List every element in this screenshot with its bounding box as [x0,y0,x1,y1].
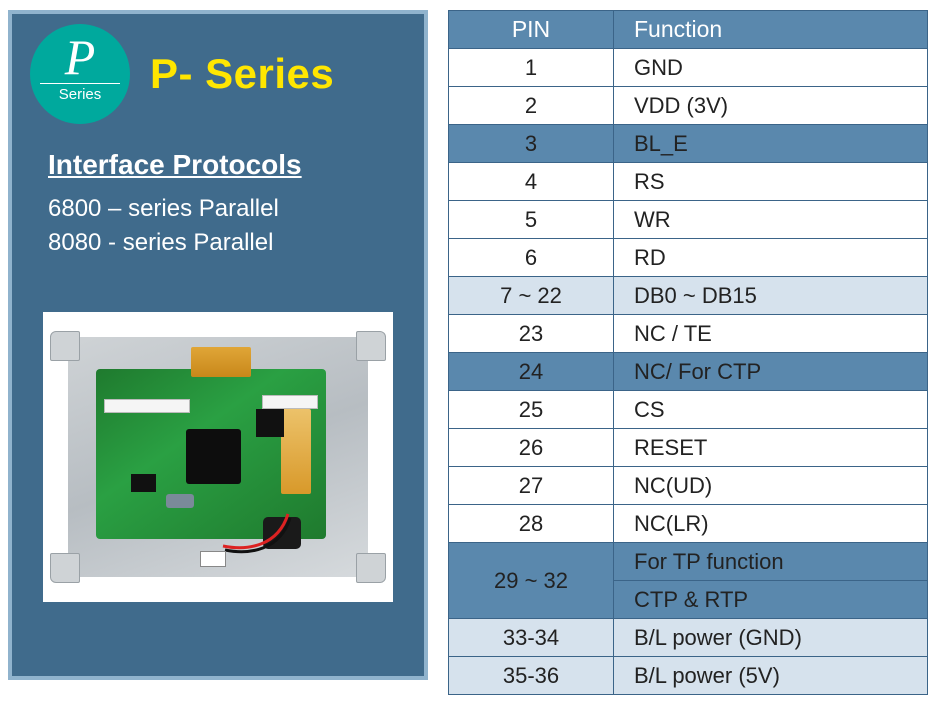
badge-divider [40,83,120,84]
pin-cell: 23 [449,315,614,353]
function-cell: DB0 ~ DB15 [614,277,928,315]
table-row: 7 ~ 22DB0 ~ DB15 [449,277,928,315]
pin-cell: 6 [449,239,614,277]
function-cell: CTP & RTP [614,581,928,619]
table-row: 1GND [449,49,928,87]
series-title: P- Series [150,50,334,98]
table-row: 23NC / TE [449,315,928,353]
table-row: 29 ~ 32For TP function [449,543,928,581]
function-cell: RESET [614,429,928,467]
table-row: 25CS [449,391,928,429]
table-header-pin: PIN [449,11,614,49]
table-row: 2VDD (3V) [449,87,928,125]
function-cell: CS [614,391,928,429]
table-row: 24NC/ For CTP [449,353,928,391]
function-cell: For TP function [614,543,928,581]
function-cell: BL_E [614,125,928,163]
function-cell: NC(LR) [614,505,928,543]
series-badge: P Series [30,24,130,124]
protocol-line: 6800 – series Parallel [48,195,414,223]
function-cell: RS [614,163,928,201]
table-row: 35-36B/L power (5V) [449,657,928,695]
pcb-illustration [68,337,368,577]
table-row: 5WR [449,201,928,239]
function-cell: B/L power (GND) [614,619,928,657]
pin-cell: 3 [449,125,614,163]
pin-cell: 33-34 [449,619,614,657]
interface-protocols-heading: Interface Protocols [48,149,414,181]
pin-cell: 29 ~ 32 [449,543,614,619]
pin-cell: 4 [449,163,614,201]
function-cell: VDD (3V) [614,87,928,125]
pin-cell: 7 ~ 22 [449,277,614,315]
pin-cell: 2 [449,87,614,125]
table-row: 6RD [449,239,928,277]
function-cell: WR [614,201,928,239]
pin-cell: 26 [449,429,614,467]
function-cell: NC(UD) [614,467,928,505]
function-cell: B/L power (5V) [614,657,928,695]
pin-table-body: 1GND2VDD (3V)3BL_E4RS5WR6RD7 ~ 22DB0 ~ D… [449,49,928,695]
table-header-func: Function [614,11,928,49]
badge-subtext: Series [59,86,102,103]
function-cell: GND [614,49,928,87]
pin-cell: 1 [449,49,614,87]
pin-cell: 5 [449,201,614,239]
series-info-panel: P Series P- Series Interface Protocols 6… [8,10,428,680]
pcb-image-box [43,312,393,602]
function-cell: NC / TE [614,315,928,353]
table-row: 28NC(LR) [449,505,928,543]
protocol-line: 8080 - series Parallel [48,229,414,257]
pin-cell: 35-36 [449,657,614,695]
table-row: 4RS [449,163,928,201]
pin-cell: 25 [449,391,614,429]
table-row: 3BL_E [449,125,928,163]
table-row: 26RESET [449,429,928,467]
pin-cell: 24 [449,353,614,391]
table-row: 33-34B/L power (GND) [449,619,928,657]
table-row: 27NC(UD) [449,467,928,505]
function-cell: RD [614,239,928,277]
function-cell: NC/ For CTP [614,353,928,391]
pin-cell: 28 [449,505,614,543]
pin-cell: 27 [449,467,614,505]
pin-function-table: PIN Function 1GND2VDD (3V)3BL_E4RS5WR6RD… [448,10,928,695]
badge-letter: P [65,35,96,80]
